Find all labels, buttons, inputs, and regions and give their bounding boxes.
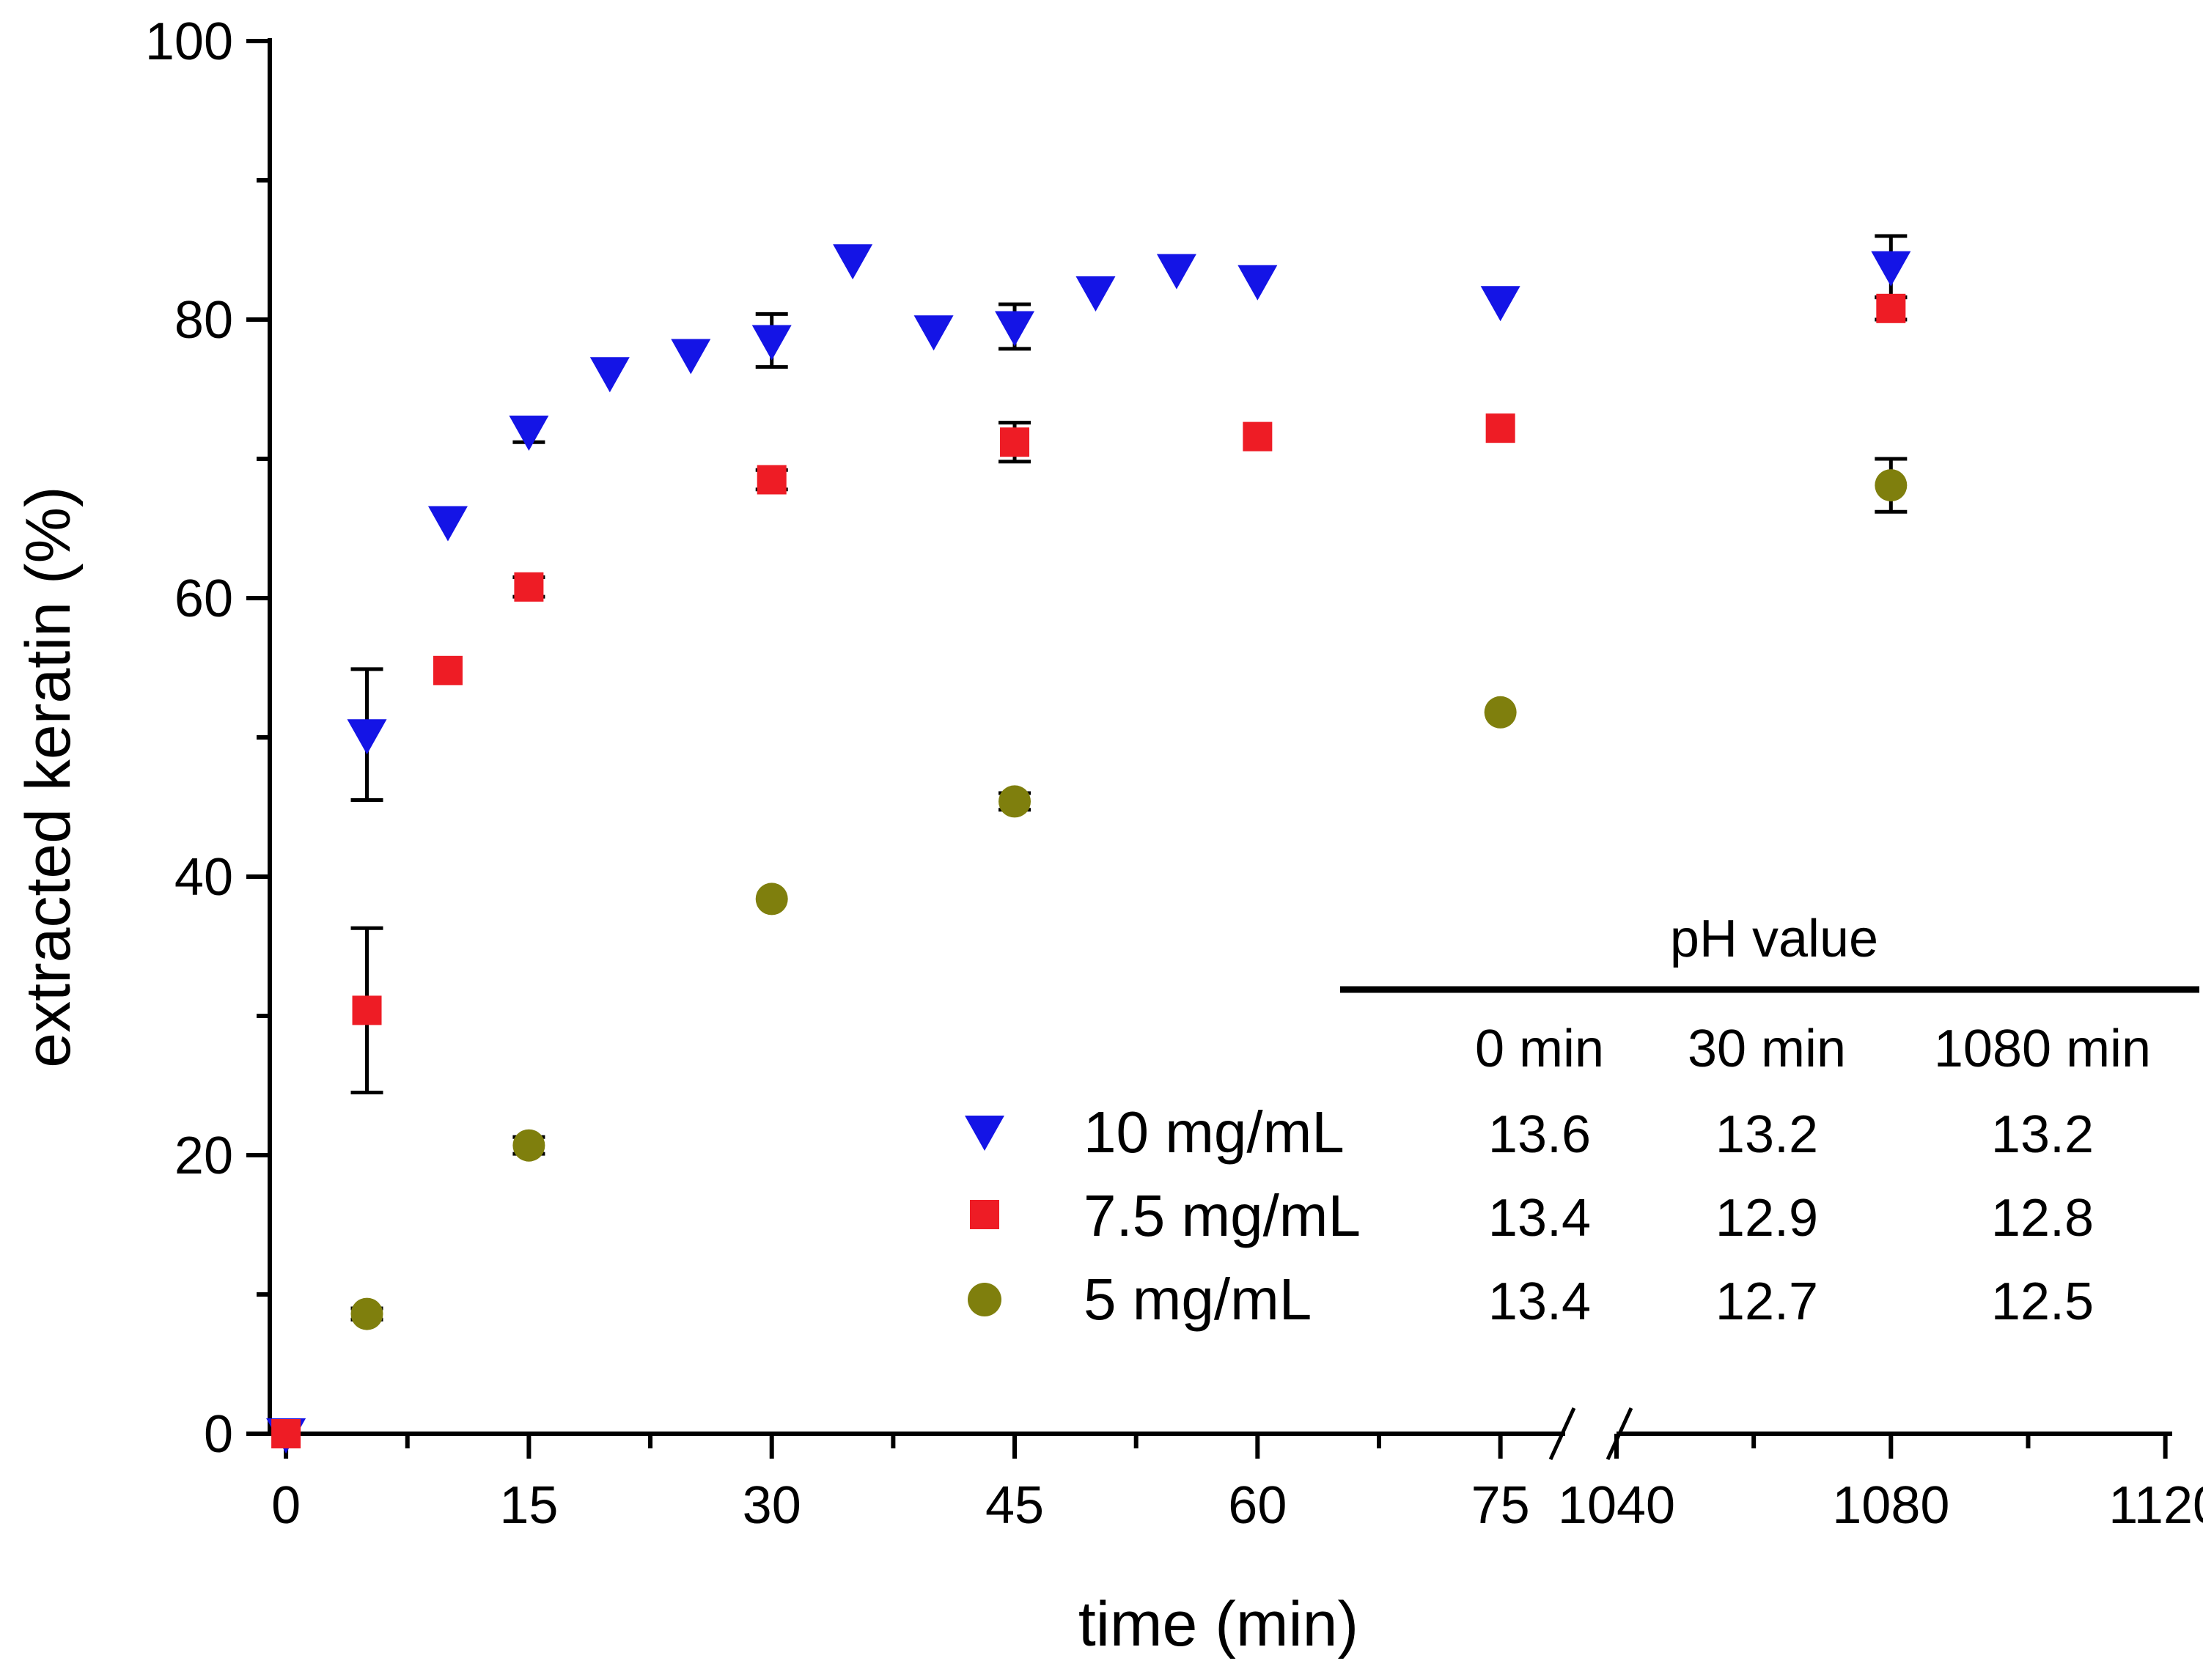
data-point-10mg xyxy=(751,325,792,361)
data-point-5mg xyxy=(755,883,788,915)
ph-table: pH value 0 min 30 min 1080 min 13.6 13.2… xyxy=(1340,910,2199,1331)
ph-r1-v1: 12.9 xyxy=(1715,1189,1818,1248)
data-point-7-5mg xyxy=(1485,413,1515,443)
x-axis-title: time (min) xyxy=(1078,1589,1358,1659)
x-tick-label: 1080 xyxy=(1832,1476,1949,1535)
x-tick-label: 15 xyxy=(499,1476,558,1535)
ph-r0-v2: 13.2 xyxy=(1991,1105,2094,1164)
data-point-10mg xyxy=(995,311,1035,347)
y-tick-label: 40 xyxy=(174,848,233,907)
data-point-7-5mg xyxy=(271,1419,301,1448)
legend-marker-triangle xyxy=(965,1116,1004,1151)
legend-label-7-5: 7.5 mg/mL xyxy=(1084,1183,1361,1248)
legend: 10 mg/mL 7.5 mg/mL 5 mg/mL xyxy=(965,1099,1361,1332)
y-axis-title: extracted keratin (%) xyxy=(13,486,84,1067)
data-point-10mg xyxy=(833,244,873,280)
data-point-10mg xyxy=(1480,286,1520,322)
data-point-7-5mg xyxy=(757,465,787,495)
ph-r0-v1: 13.2 xyxy=(1715,1105,1818,1164)
x-tick-label: 1040 xyxy=(1558,1476,1675,1535)
ph-r2-v0: 13.4 xyxy=(1488,1272,1591,1331)
data-point-5mg xyxy=(1875,469,1908,502)
ph-table-title: pH value xyxy=(1670,910,1878,968)
ph-r0-v0: 13.6 xyxy=(1488,1105,1591,1164)
data-point-10mg xyxy=(1075,276,1116,312)
data-point-5mg xyxy=(350,1297,383,1330)
data-point-7-5mg xyxy=(433,655,463,685)
data-point-5mg xyxy=(1484,696,1517,729)
ph-r2-v2: 12.5 xyxy=(1991,1272,2094,1331)
y-tick-label: 0 xyxy=(204,1405,233,1464)
legend-label-5: 5 mg/mL xyxy=(1084,1267,1312,1332)
ph-r1-v0: 13.4 xyxy=(1488,1189,1591,1248)
y-tick-label: 100 xyxy=(145,12,233,71)
data-point-5mg xyxy=(512,1129,545,1162)
x-tick-label: 30 xyxy=(743,1476,801,1535)
data-point-10mg xyxy=(1237,265,1278,301)
data-point-5mg xyxy=(998,785,1031,818)
data-point-7-5mg xyxy=(1243,421,1273,452)
ph-r2-v1: 12.7 xyxy=(1715,1272,1818,1331)
ph-col-0: 0 min xyxy=(1475,1020,1604,1078)
x-tick-label: 0 xyxy=(271,1476,301,1535)
axes-layer: 0 20 40 60 80 100 0 15 30 45 60 75 1040 1080 1120 xyxy=(145,12,2203,1535)
data-point-10mg xyxy=(1156,254,1196,290)
data-point-10mg xyxy=(427,506,468,542)
data-point-10mg xyxy=(509,416,549,451)
x-tick-label: 75 xyxy=(1471,1476,1530,1535)
x-tick-label: 1120 xyxy=(2108,1476,2203,1535)
legend-marker-square xyxy=(970,1200,999,1229)
data-point-10mg xyxy=(913,315,954,351)
data-point-10mg xyxy=(347,719,387,755)
legend-marker-circle xyxy=(968,1283,1001,1316)
y-tick-label: 80 xyxy=(174,291,233,350)
ph-col-1: 30 min xyxy=(1688,1020,1846,1078)
data-point-10mg xyxy=(589,357,630,393)
ph-col-2: 1080 min xyxy=(1934,1020,2151,1078)
x-tick-label: 45 xyxy=(985,1476,1044,1535)
points-layer xyxy=(266,244,1911,1454)
ph-r1-v2: 12.8 xyxy=(1991,1189,2094,1248)
y-tick-label: 60 xyxy=(174,570,233,628)
data-point-7-5mg xyxy=(514,572,544,602)
data-point-7-5mg xyxy=(1876,293,1906,323)
x-tick-label: 60 xyxy=(1228,1476,1287,1535)
axis-break-mark xyxy=(1548,1407,1576,1461)
y-tick-label: 20 xyxy=(174,1127,233,1185)
data-point-7-5mg xyxy=(1000,427,1030,457)
legend-label-10: 10 mg/mL xyxy=(1084,1099,1345,1165)
axis-break-mark xyxy=(1606,1407,1633,1461)
data-point-10mg xyxy=(1871,251,1911,287)
data-point-7-5mg xyxy=(352,995,382,1025)
data-point-10mg xyxy=(671,339,711,375)
